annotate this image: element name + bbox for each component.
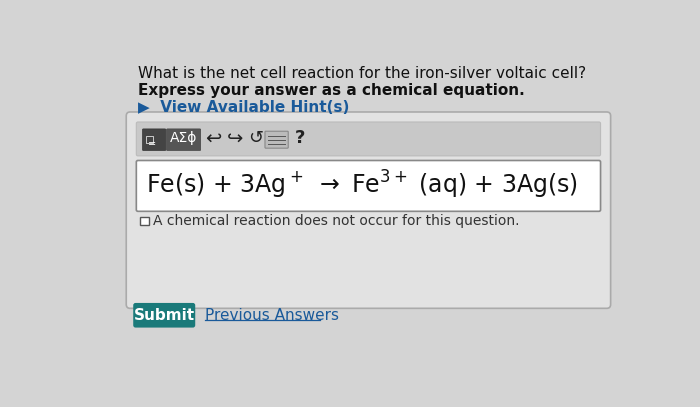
FancyBboxPatch shape: [167, 129, 201, 151]
Text: A chemical reaction does not occur for this question.: A chemical reaction does not occur for t…: [153, 214, 519, 228]
Text: ?: ?: [295, 129, 305, 147]
Text: What is the net cell reaction for the iron-silver voltaic cell?: What is the net cell reaction for the ir…: [138, 66, 586, 81]
FancyBboxPatch shape: [136, 122, 601, 156]
Bar: [140, 217, 148, 225]
Text: Express your answer as a chemical equation.: Express your answer as a chemical equati…: [138, 83, 524, 98]
FancyBboxPatch shape: [265, 131, 288, 148]
FancyBboxPatch shape: [143, 129, 166, 151]
Text: ↩: ↩: [205, 129, 221, 148]
Bar: [146, 136, 153, 143]
FancyBboxPatch shape: [133, 303, 195, 328]
FancyBboxPatch shape: [126, 112, 610, 309]
FancyBboxPatch shape: [136, 160, 601, 211]
Text: ▶  View Available Hint(s): ▶ View Available Hint(s): [138, 101, 349, 116]
Text: ↪: ↪: [227, 129, 243, 148]
Text: ↺: ↺: [248, 129, 263, 147]
Text: Fe(s) + 3Ag$^+$ $\rightarrow$ Fe$^{3+}$ (aq) + 3Ag(s): Fe(s) + 3Ag$^+$ $\rightarrow$ Fe$^{3+}$ …: [146, 169, 578, 201]
Text: Submit: Submit: [134, 308, 195, 323]
Text: =: =: [148, 139, 156, 149]
Text: AΣϕ: AΣϕ: [170, 131, 197, 145]
Text: Previous Answers: Previous Answers: [205, 308, 340, 323]
